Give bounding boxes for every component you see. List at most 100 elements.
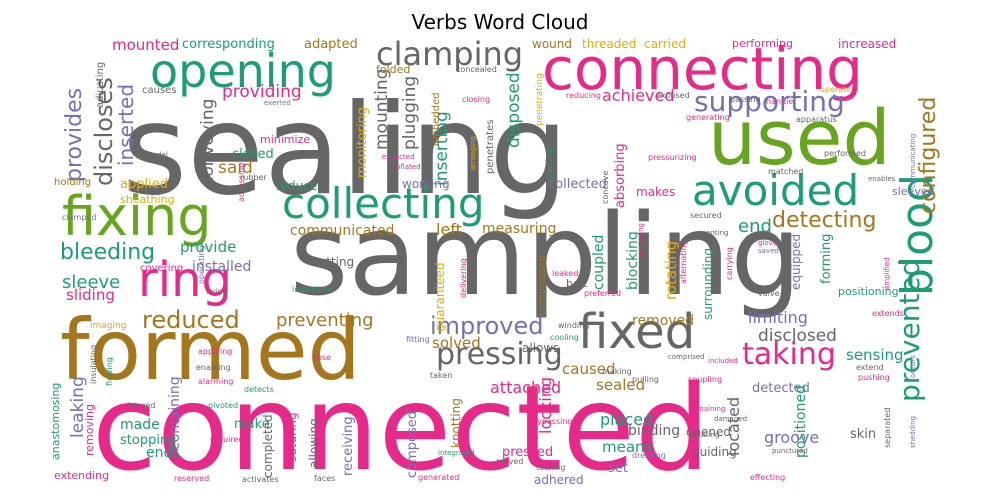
word-glove: glove — [758, 240, 777, 247]
word-folded: folded — [376, 64, 410, 75]
word-reduce: reduce — [276, 180, 317, 192]
word-comprised: comprised — [668, 354, 705, 361]
word-exerted: exerted — [264, 100, 291, 107]
word-threaded: threaded — [582, 38, 636, 50]
word-bypassing: bypassing — [532, 418, 573, 426]
word-rotating: rotating — [664, 241, 679, 300]
word-placing: placing — [546, 147, 555, 180]
word-corresponding: corresponding — [182, 38, 275, 51]
word-preferred: preferred — [584, 290, 621, 298]
word-reducing: reducing — [566, 92, 601, 100]
word-holding: holding — [54, 178, 91, 188]
word-collected: collected — [548, 178, 607, 191]
word-guiding: guiding — [692, 446, 737, 458]
word-shedding: shedding — [910, 416, 917, 448]
word-monitoring: monitoring — [356, 107, 369, 178]
word-adhered: adhered — [534, 474, 584, 486]
word-model: model — [146, 152, 168, 159]
word-removing: removing — [84, 404, 95, 456]
word-sheathing: sheathing — [120, 194, 175, 205]
word-saved: saved — [758, 248, 779, 255]
word-allowing: allowing — [308, 418, 320, 468]
word-belt: belt — [566, 278, 587, 289]
word-alternating: alternating — [680, 240, 688, 284]
word-insulating: insulating — [90, 345, 98, 384]
word-passing: passing — [730, 96, 761, 104]
word-bleeding: bleeding — [60, 242, 155, 264]
word-integrated: integrated — [438, 450, 475, 457]
word-plugging: plugging — [402, 76, 419, 150]
word-adjusting: adjusting — [96, 62, 106, 108]
word-penetrates: penetrates — [486, 120, 496, 174]
word-receiving: receiving — [342, 416, 355, 476]
word-concealed: concealed — [456, 66, 497, 74]
word-working: working — [402, 178, 450, 190]
word-disposed: disposed — [506, 72, 523, 148]
word-end: end — [738, 218, 772, 236]
word-minimize: minimize — [260, 134, 310, 145]
word-pivoted: pivoted — [208, 402, 238, 410]
word-amplified: amplified — [884, 257, 891, 290]
word-solved: solved — [432, 336, 481, 351]
word-exposed: exposed — [656, 92, 690, 100]
word-prevented: prevented — [896, 259, 924, 402]
word-performed: performed — [824, 150, 866, 158]
word-punctured: punctured — [772, 448, 808, 455]
word-avoided: avoided — [692, 170, 859, 212]
word-hose: hose — [312, 354, 331, 362]
word-communicating: communicating — [910, 134, 917, 188]
word-adapted: adapted — [304, 38, 358, 51]
word-penetrating: penetrating — [536, 73, 545, 126]
word-communicated: communicated — [290, 224, 394, 238]
word-operating: operating — [198, 245, 206, 284]
word-binding: binding — [628, 424, 680, 438]
word-conveying: conveying — [200, 99, 217, 186]
word-effecting: effecting — [750, 474, 785, 482]
word-living: living — [206, 288, 228, 296]
word-extending: extending — [54, 470, 109, 481]
word-faces: faces — [314, 475, 335, 483]
word-activates: activates — [242, 476, 279, 484]
word-skin: skin — [850, 428, 876, 441]
word-detects: detects — [244, 386, 274, 394]
word-limiting: limiting — [748, 310, 808, 326]
word-increased: increased — [838, 38, 896, 50]
word-equipped: equipped — [790, 234, 802, 290]
word-separated: separated — [884, 408, 892, 448]
word-closing: closing — [462, 96, 490, 104]
word-mounting: mounting — [374, 69, 391, 150]
word-cloud: sealing sampling connected connecting fo… — [50, 38, 950, 488]
word-taken: taken — [430, 372, 452, 380]
word-generated: generated — [418, 474, 459, 482]
word-inserted: inserted — [116, 84, 136, 166]
word-left: left — [436, 222, 462, 238]
word-clamped: clamped — [62, 214, 96, 222]
word-inflated: inflated — [394, 164, 421, 171]
chart-title: Verbs Word Cloud — [0, 10, 1000, 34]
word-concave: concave — [602, 171, 610, 204]
word-embedded: embedded — [432, 92, 442, 146]
word-required: required — [210, 436, 244, 444]
word-moved: moved — [496, 458, 523, 466]
word-sensing: sensing — [846, 348, 904, 363]
word-carried: carried — [644, 38, 686, 50]
word-compressed: compressed — [538, 255, 548, 316]
word-covering: covering — [140, 264, 183, 274]
word-provide: provide — [180, 240, 236, 255]
word-secured: secured — [690, 212, 722, 220]
word-dressing: dressing — [632, 452, 666, 460]
word-indwelling: indwelling — [292, 286, 333, 294]
word-included: included — [708, 358, 738, 365]
word-expected: expected — [382, 154, 414, 161]
word-surrounding: surrounding — [702, 248, 714, 320]
word-cooling: cooling — [550, 334, 579, 342]
word-reduced: reduced — [142, 308, 240, 332]
word-enabling: enabling — [196, 364, 231, 372]
word-apparatus: apparatus — [796, 116, 837, 124]
word-arranging: arranging — [470, 136, 477, 170]
word-causes: causes — [142, 86, 177, 96]
word-groove: groove — [764, 430, 819, 446]
word-applying: applying — [198, 348, 232, 356]
word-making: making — [602, 368, 632, 376]
word-forming: forming — [820, 234, 833, 284]
